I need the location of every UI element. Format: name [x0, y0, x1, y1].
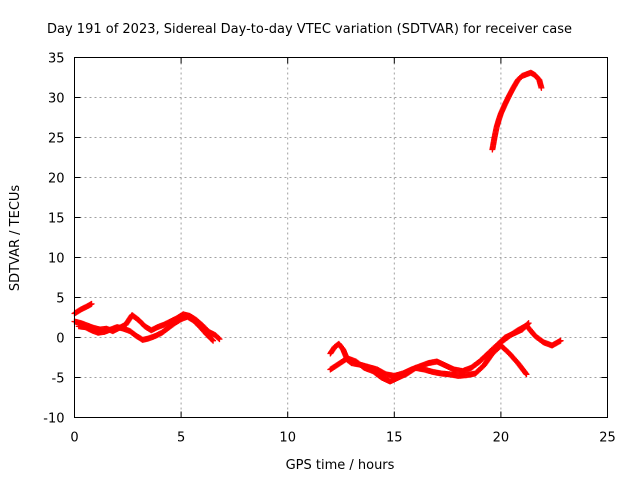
y-tick-label: 10 [48, 252, 65, 267]
x-axis-label: GPS time / hours [286, 458, 395, 473]
y-tick-label: 25 [48, 132, 65, 147]
data-point [210, 337, 217, 344]
y-tick-label: 15 [48, 212, 65, 227]
grid [74, 57, 608, 418]
data-point [538, 84, 545, 91]
series-segment-1c [75, 313, 217, 344]
chart-title: Day 191 of 2023, Sidereal Day-to-day VTE… [47, 22, 572, 37]
data-point [522, 370, 529, 377]
x-tick-label: 25 [599, 431, 616, 446]
data-points [71, 69, 564, 385]
y-axis-label: SDTVAR / TECUs [8, 185, 23, 292]
y-tick-label: -10 [43, 412, 64, 427]
y-tick-label: 20 [48, 172, 65, 187]
plot-frame [74, 57, 608, 418]
x-tick-label: 15 [386, 431, 403, 446]
data-point [523, 371, 530, 378]
x-tick-label: 5 [177, 431, 185, 446]
y-tick-label: 5 [56, 292, 64, 307]
series-segment-2b [327, 342, 530, 385]
series-segment-3 [489, 69, 545, 153]
series-segment-1a [71, 300, 95, 317]
data-point [557, 337, 564, 344]
series-segment-2c [489, 322, 564, 353]
data-point [215, 335, 222, 342]
data-point [88, 300, 95, 307]
x-tick-label: 20 [493, 431, 510, 446]
data-point [216, 336, 223, 343]
x-tick-label: 10 [279, 431, 296, 446]
data-point [209, 336, 216, 343]
y-tick-label: 35 [48, 52, 65, 67]
x-tick-label: 0 [70, 431, 78, 446]
axis-ticks: 0 5 10 15 20 25 -10 -5 0 5 10 15 20 25 30 35 [43, 52, 616, 446]
y-tick-label: -5 [52, 372, 65, 387]
y-tick-label: 0 [56, 332, 64, 347]
y-tick-label: 30 [48, 92, 65, 107]
